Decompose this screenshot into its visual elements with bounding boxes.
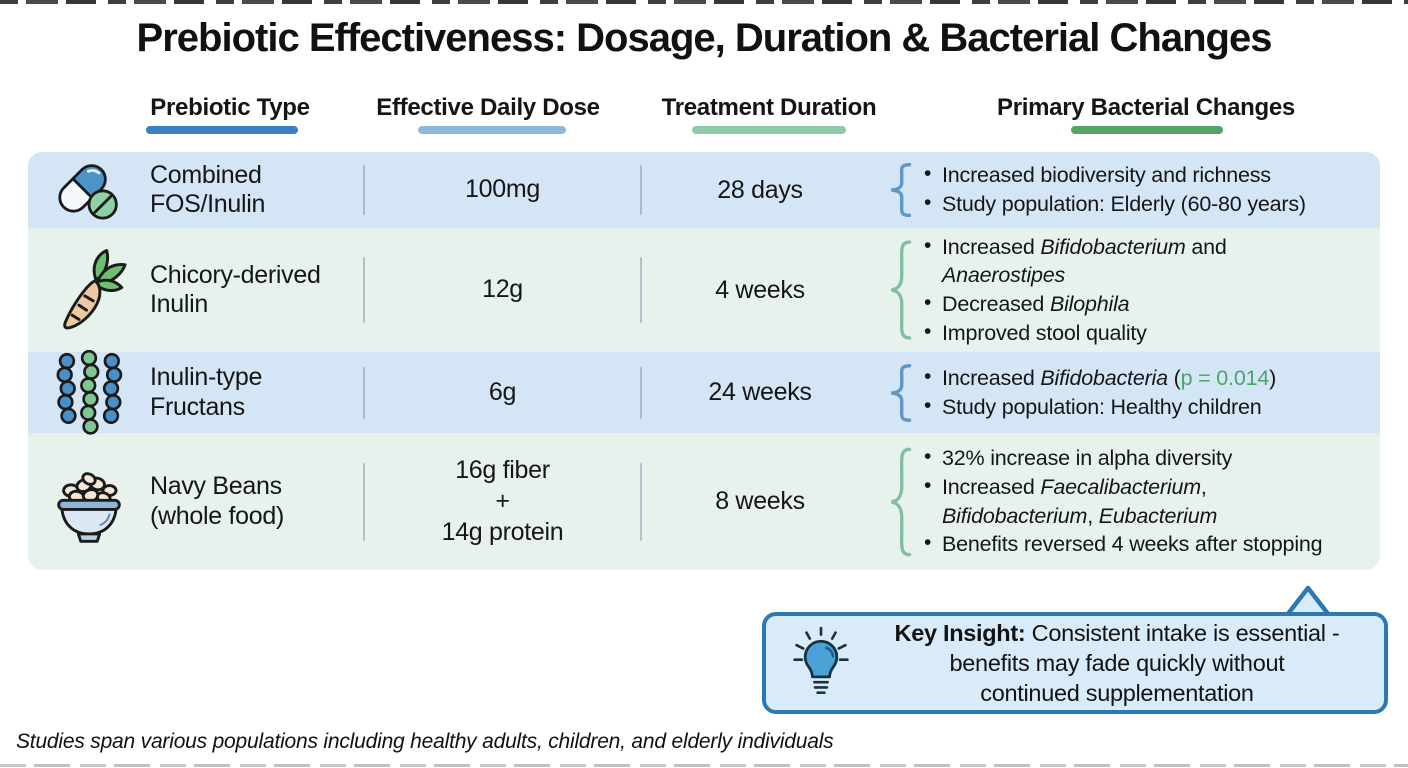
column-divider [363,257,365,323]
top-cropped-text-strip [0,0,1408,4]
lightbulb-icon [793,626,849,695]
prebiotic-type-label: Inulin-type Fructans [150,363,263,421]
header-underline [146,126,298,134]
page-title: Prebiotic Effectiveness: Dosage, Duratio… [136,16,1273,60]
prebiotic-type-label: Combined FOS/Inulin [150,160,266,219]
table-row: Inulin-type Fructans 6g 24 weeks • Increa… [28,349,1380,436]
duration-value: 4 weeks [715,275,805,304]
header-underline [692,126,846,134]
change-bullet: • 32% increase in alpha diversity [924,445,1233,471]
column-header-prebiotic-type: Prebiotic Type [150,94,310,121]
bottom-cropped-text-strip [0,764,1408,767]
column-divider [640,462,642,541]
table-row: Navy Beans (whole food) 16g fiber + 14g … [28,433,1380,570]
footer-note: Studies span various populations includi… [16,730,834,753]
brace-icon [878,446,922,558]
dose-value: 6g [488,377,517,406]
bacterial-changes-cell: • Increased Bifidobacterium and Anaerostip… [922,233,1380,347]
dose-value: 12g [482,275,523,304]
header-underline [418,126,566,134]
column-header-bacterial-changes: Primary Bacterial Changes [997,94,1295,121]
column-divider [640,165,642,215]
column-divider [363,462,365,541]
dose-value: 16g fiber + 14g protein [441,455,564,547]
pills-icon [28,153,150,227]
prebiotic-type-label: Chicory-derived Inulin [150,260,321,319]
change-bullet: • Benefits reversed 4 weeks after stoppin… [924,531,1323,557]
chicory-root-icon [28,242,150,338]
change-bullet: • Increased Bifidobacteria (p = 0.014) [924,364,1277,390]
prebiotic-type-label: Navy Beans (whole food) [150,472,284,530]
brace-icon [878,364,922,422]
changes-list: • 32% increase in alpha diversity • Increas… [922,444,1370,558]
data-table: Combined FOS/Inulin 100mg 28 days • Incre… [28,152,1380,570]
bacterial-changes-cell: • Increased Bifidobacteria (p = 0.014) • St… [922,364,1380,421]
change-bullet: • Increased Bifidobacterium and Anaerostip… [924,233,1227,288]
key-insight-text: Key Insight: Consistent intake is essent… [894,619,1340,707]
changes-list: • Increased Bifidobacteria (p = 0.014) • St… [922,364,1370,421]
change-bullet: • Study population: Healthy children [924,393,1262,419]
change-bullet: • Improved stool quality [924,319,1147,345]
column-divider [363,165,365,215]
change-bullet: • Decreased Bilophila [924,291,1130,316]
key-insight-box: Key Insight: Consistent intake is essent… [762,612,1388,714]
bacterial-changes-cell: • Increased biodiversity and richness • Stu… [922,161,1380,218]
change-bullet: • Increased Faecalibacterium, Bifidobacter… [924,473,1218,528]
duration-value: 8 weeks [715,487,805,515]
key-insight-label: Key Insight: [894,619,1026,646]
duration-value: 24 weeks [708,378,812,406]
column-header-duration: Treatment Duration [661,94,877,121]
brace-icon [878,163,922,217]
table-row: Combined FOS/Inulin 100mg 28 days • Incre… [28,152,1380,228]
changes-list: • Increased Bifidobacterium and Anaerostip… [922,233,1370,347]
header-underline [1071,126,1223,134]
change-bullet: • Increased biodiversity and richness [924,162,1271,188]
fructan-chains-icon [28,349,150,436]
duration-value: 28 days [717,175,803,204]
beans-bowl-icon [28,458,150,546]
column-divider [640,366,642,419]
changes-list: • Increased biodiversity and richness • Stu… [922,161,1370,218]
change-bullet: • Study population: Elderly (60-80 years) [924,191,1306,216]
table-row: Chicory-derived Inulin 12g 4 weeks • Incr… [28,228,1380,352]
bacterial-changes-cell: • 32% increase in alpha diversity • Increas… [922,444,1380,558]
column-divider [363,366,365,419]
brace-icon [878,239,922,341]
column-header-daily-dose: Effective Daily Dose [376,94,600,121]
column-divider [640,257,642,323]
dose-value: 100mg [465,175,540,204]
